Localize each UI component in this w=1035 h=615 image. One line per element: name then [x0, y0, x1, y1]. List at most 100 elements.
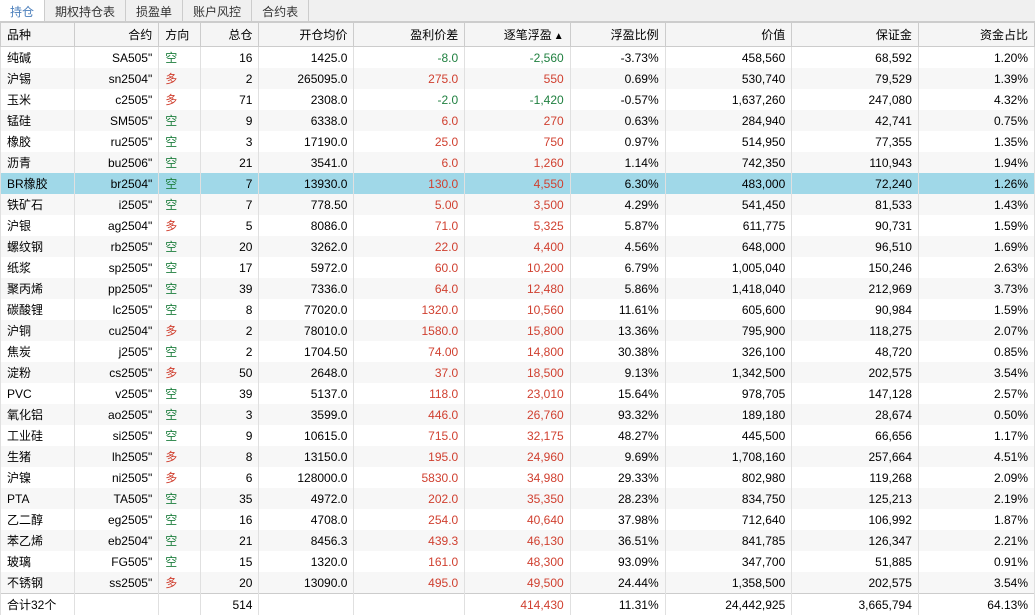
cell-value: 712,640 — [665, 509, 792, 530]
col-header-position[interactable]: 总仓 — [201, 23, 259, 47]
cell-margin: 51,885 — [792, 551, 919, 572]
table-row[interactable]: 焦炭j2505"空21704.5074.0014,80030.38%326,10… — [1, 341, 1035, 362]
table-row[interactable]: 氧化铝ao2505"空33599.0446.026,76093.32%189,1… — [1, 404, 1035, 425]
cell-position: 3 — [201, 131, 259, 152]
cell-floatprofit: 34,980 — [465, 467, 571, 488]
table-row[interactable]: 沪镍ni2505"多6128000.05830.034,98029.33%802… — [1, 467, 1035, 488]
table-row[interactable]: PTATA505"空354972.0202.035,35028.23%834,7… — [1, 488, 1035, 509]
table-row[interactable]: 纯碱SA505"空161425.0-8.0-2,560-3.73%458,560… — [1, 47, 1035, 69]
cell-product: 淀粉 — [1, 362, 75, 383]
table-row[interactable]: 锰硅SM505"空96338.06.02700.63%284,94042,741… — [1, 110, 1035, 131]
table-row[interactable]: 乙二醇eg2505"空164708.0254.040,64037.98%712,… — [1, 509, 1035, 530]
cell-value: 648,000 — [665, 236, 792, 257]
cell-contract: lc2505" — [74, 299, 158, 320]
table-row[interactable]: 不锈钢ss2505"多2013090.0495.049,50024.44%1,3… — [1, 572, 1035, 594]
cell-floatprofit: 550 — [465, 68, 571, 89]
cell-floatratio: 9.13% — [570, 362, 665, 383]
cell-floatratio: 6.30% — [570, 173, 665, 194]
table-row[interactable]: 生猪lh2505"多813150.0195.024,9609.69%1,708,… — [1, 446, 1035, 467]
col-header-product[interactable]: 品种 — [1, 23, 75, 47]
table-row[interactable]: 沪锡sn2504"多2265095.0275.05500.69%530,7407… — [1, 68, 1035, 89]
cell-value: 802,980 — [665, 467, 792, 488]
table-row[interactable]: 铁矿石i2505"空7778.505.003,5004.29%541,45081… — [1, 194, 1035, 215]
table-row[interactable]: 碳酸锂lc2505"空877020.01320.010,56011.61%605… — [1, 299, 1035, 320]
table-row[interactable]: 螺纹钢rb2505"空203262.022.04,4004.56%648,000… — [1, 236, 1035, 257]
col-header-floatratio[interactable]: 浮盈比例 — [570, 23, 665, 47]
table-row[interactable]: 纸浆sp2505"空175972.060.010,2006.79%1,005,0… — [1, 257, 1035, 278]
cell-avgprice: 4708.0 — [259, 509, 354, 530]
cell-profitdiff: 495.0 — [354, 572, 465, 594]
cell-position: 9 — [201, 110, 259, 131]
table-row[interactable]: 玉米c2505"多712308.0-2.0-1,420-0.57%1,637,2… — [1, 89, 1035, 110]
tab-4[interactable]: 合约表 — [252, 0, 309, 21]
cell-margin: 68,592 — [792, 47, 919, 69]
cell-direction: 多 — [159, 446, 201, 467]
cell-direction: 多 — [159, 68, 201, 89]
table-row[interactable]: 苯乙烯eb2504"空218456.3439.346,13036.51%841,… — [1, 530, 1035, 551]
cell-profitdiff: 130.0 — [354, 173, 465, 194]
cell-fundratio: 0.91% — [918, 551, 1034, 572]
cell-contract: sn2504" — [74, 68, 158, 89]
cell-direction: 多 — [159, 572, 201, 594]
table-row[interactable]: 沪银ag2504"多58086.071.05,3255.87%611,77590… — [1, 215, 1035, 236]
cell-floatratio: 4.29% — [570, 194, 665, 215]
col-header-avgprice[interactable]: 开仓均价 — [259, 23, 354, 47]
cell-profitdiff: -2.0 — [354, 89, 465, 110]
tab-0[interactable]: 持仓 — [0, 0, 45, 21]
cell-fundratio: 4.51% — [918, 446, 1034, 467]
table-row[interactable]: 橡胶ru2505"空317190.025.07500.97%514,95077,… — [1, 131, 1035, 152]
cell-contract: SA505" — [74, 47, 158, 69]
cell-avgprice: 5972.0 — [259, 257, 354, 278]
cell-floatratio: 5.87% — [570, 215, 665, 236]
cell-product: 纯碱 — [1, 47, 75, 69]
table-row[interactable]: 沥青bu2506"空213541.06.01,2601.14%742,35011… — [1, 152, 1035, 173]
cell-contract: eb2504" — [74, 530, 158, 551]
cell-fundratio: 3.54% — [918, 572, 1034, 594]
table-row[interactable]: 玻璃FG505"空151320.0161.048,30093.09%347,70… — [1, 551, 1035, 572]
cell-profitdiff: 446.0 — [354, 404, 465, 425]
table-row[interactable]: BR橡胶br2504"空713930.0130.04,5506.30%483,0… — [1, 173, 1035, 194]
cell-product: 碳酸锂 — [1, 299, 75, 320]
cell-value: 530,740 — [665, 68, 792, 89]
table-row[interactable]: 沪铜cu2504"多278010.01580.015,80013.36%795,… — [1, 320, 1035, 341]
table-row[interactable]: 工业硅si2505"空910615.0715.032,17548.27%445,… — [1, 425, 1035, 446]
col-header-fundratio[interactable]: 资金占比 — [918, 23, 1034, 47]
cell-floatprofit: 750 — [465, 131, 571, 152]
table-row[interactable]: PVCv2505"空395137.0118.023,01015.64%978,7… — [1, 383, 1035, 404]
cell-direction: 多 — [159, 89, 201, 110]
cell-avgprice: 17190.0 — [259, 131, 354, 152]
col-header-contract[interactable]: 合约 — [74, 23, 158, 47]
cell-profitdiff: 22.0 — [354, 236, 465, 257]
cell-profitdiff: 715.0 — [354, 425, 465, 446]
cell-product: 沥青 — [1, 152, 75, 173]
tab-1[interactable]: 期权持仓表 — [45, 0, 126, 21]
cell-direction: 空 — [159, 47, 201, 69]
cell-profitdiff: 202.0 — [354, 488, 465, 509]
cell-margin: 96,510 — [792, 236, 919, 257]
col-header-direction[interactable]: 方向 — [159, 23, 201, 47]
col-header-profitdiff[interactable]: 盈利价差 — [354, 23, 465, 47]
cell-contract: pp2505" — [74, 278, 158, 299]
cell-floatratio: 28.23% — [570, 488, 665, 509]
cell-direction: 空 — [159, 383, 201, 404]
cell-value: 458,560 — [665, 47, 792, 69]
cell-profitdiff: 5830.0 — [354, 467, 465, 488]
total-product: 合计32个 — [1, 594, 75, 615]
cell-value: 541,450 — [665, 194, 792, 215]
cell-value: 1,708,160 — [665, 446, 792, 467]
table-row[interactable]: 聚丙烯pp2505"空397336.064.012,4805.86%1,418,… — [1, 278, 1035, 299]
cell-direction: 多 — [159, 467, 201, 488]
col-header-value[interactable]: 价值 — [665, 23, 792, 47]
tab-2[interactable]: 损盈单 — [126, 0, 183, 21]
table-row[interactable]: 淀粉cs2505"多502648.037.018,5009.13%1,342,5… — [1, 362, 1035, 383]
col-header-floatprofit[interactable]: 逐笔浮盈▲ — [465, 23, 571, 47]
cell-avgprice: 1320.0 — [259, 551, 354, 572]
table-body: 纯碱SA505"空161425.0-8.0-2,560-3.73%458,560… — [1, 47, 1035, 615]
cell-value: 189,180 — [665, 404, 792, 425]
cell-product: 铁矿石 — [1, 194, 75, 215]
cell-floatprofit: 26,760 — [465, 404, 571, 425]
col-header-margin[interactable]: 保证金 — [792, 23, 919, 47]
cell-contract: SM505" — [74, 110, 158, 131]
cell-profitdiff: 60.0 — [354, 257, 465, 278]
tab-3[interactable]: 账户风控 — [183, 0, 252, 21]
